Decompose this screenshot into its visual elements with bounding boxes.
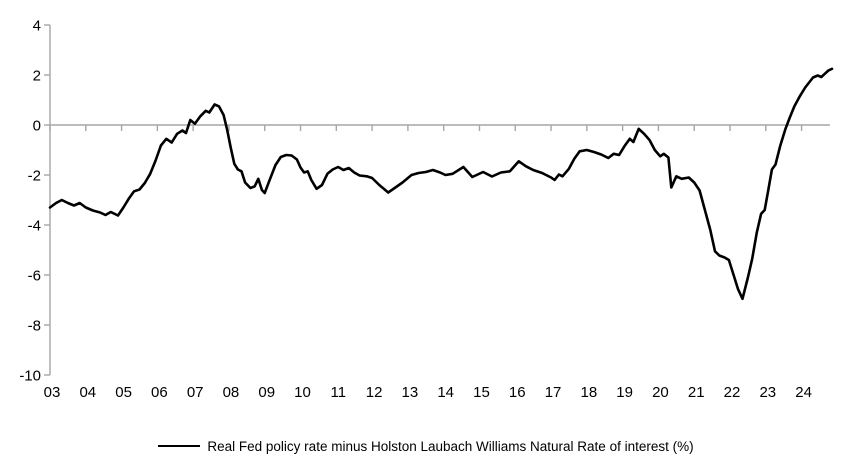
legend: Real Fed policy rate minus Holston Lauba… (0, 424, 852, 468)
svg-text:4: 4 (33, 18, 41, 35)
svg-text:08: 08 (223, 384, 240, 401)
svg-text:14: 14 (437, 384, 454, 401)
svg-text:-4: -4 (28, 218, 41, 235)
svg-text:2: 2 (33, 68, 41, 85)
svg-text:11: 11 (331, 384, 347, 401)
svg-text:0: 0 (33, 118, 41, 135)
svg-text:24: 24 (795, 384, 812, 401)
x-axis-labels: 03 04 05 06 07 08 09 10 11 12 13 14 15 16 17 18 19 20 21 22… (44, 384, 812, 401)
svg-text:15: 15 (473, 384, 490, 401)
svg-text:12: 12 (366, 384, 383, 401)
svg-text:18: 18 (580, 384, 597, 401)
svg-text:09: 09 (258, 384, 275, 401)
legend-label: Real Fed policy rate minus Holston Lauba… (207, 438, 694, 454)
svg-text:-8: -8 (28, 318, 41, 335)
svg-text:10: 10 (294, 384, 311, 401)
svg-text:-2: -2 (28, 168, 41, 185)
svg-text:-10: -10 (19, 368, 41, 385)
svg-text:13: 13 (402, 384, 419, 401)
svg-text:20: 20 (652, 384, 669, 401)
svg-text:05: 05 (115, 384, 132, 401)
series-line (48, 67, 834, 301)
line-chart-canvas: 420-2-4-6-8-10 03 04 05 06 07 08 09 10 11 12 13 14 1… (19, 18, 834, 401)
svg-text:17: 17 (545, 384, 562, 401)
svg-text:16: 16 (509, 384, 526, 401)
svg-text:21: 21 (688, 384, 705, 401)
svg-text:04: 04 (79, 384, 96, 401)
svg-text:-6: -6 (28, 268, 41, 285)
svg-text:19: 19 (616, 384, 633, 401)
svg-text:07: 07 (187, 384, 204, 401)
x-axis-ticks (49, 125, 803, 131)
legend-line-swatch (158, 445, 201, 447)
svg-text:03: 03 (44, 384, 61, 401)
svg-text:06: 06 (151, 384, 168, 401)
y-axis (44, 24, 51, 376)
svg-text:22: 22 (724, 384, 741, 401)
svg-text:23: 23 (759, 384, 776, 401)
y-axis-labels: 4 2 0 -2 -4 -6 -8 -10 (19, 18, 41, 385)
